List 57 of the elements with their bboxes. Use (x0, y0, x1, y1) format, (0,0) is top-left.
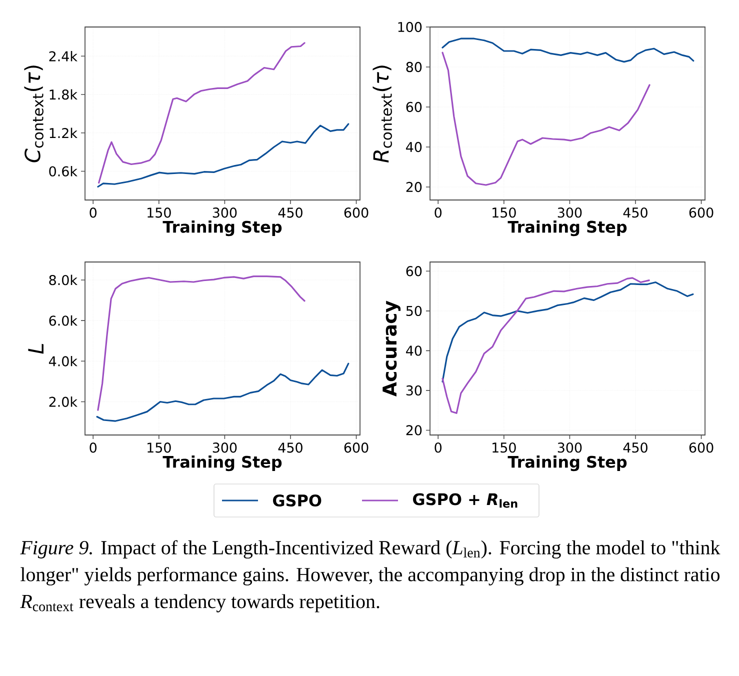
x-tick-label: 150 (148, 442, 171, 453)
y-tick-label: 2.0k (49, 396, 78, 407)
x-tick-label: 450 (623, 208, 648, 218)
y-tick-label: 20 (406, 182, 422, 192)
y-axis-title: C$_{context}$(τ) (24, 66, 44, 162)
y-tick-label: 60 (406, 266, 422, 276)
y-tick-label: 4.0k (48, 356, 78, 366)
y-tick-label: 100 (398, 22, 422, 32)
x-tick-label: 600 (344, 442, 368, 453)
y-tick-label: 1.8k (50, 89, 78, 100)
x-tick-label: 150 (492, 442, 516, 453)
y-tick-label: 60 (406, 102, 422, 112)
x-tick-label: 300 (558, 442, 582, 453)
x-tick-label: 300 (558, 208, 582, 218)
y-axis-title: R$_{context}$(τ) (372, 66, 392, 163)
y-tick-label: 40 (406, 142, 422, 152)
line-series (98, 42, 306, 184)
x-axis-title: Training Step (508, 456, 627, 472)
x-tick-label: 600 (689, 442, 714, 453)
y-tick-label: 2.4k (49, 50, 78, 62)
x-axis-title: Training Step (162, 456, 282, 472)
x-tick-label: 600 (344, 208, 368, 218)
line-series (442, 281, 694, 383)
y-tick-label: 80 (406, 62, 422, 72)
legend-label: GSPO (273, 494, 322, 507)
y-tick-label: 1.2k (50, 128, 78, 138)
x-axis-title: Training Step (508, 220, 627, 236)
x-tick-label: 150 (148, 208, 171, 218)
y-axis-title: L (28, 344, 44, 354)
x-axis-title: Training Step (162, 220, 282, 236)
x-tick-label: 600 (689, 208, 714, 218)
x-tick-label: 0 (90, 442, 97, 453)
line-series (442, 38, 694, 63)
legend-label: GSPO + R$_{len}$ (413, 493, 518, 508)
y-tick-label: 20 (406, 425, 422, 436)
x-tick-label: 0 (434, 442, 442, 453)
x-tick-label: 300 (212, 442, 237, 453)
y-axis-title: Accuracy (382, 300, 401, 397)
line-series (97, 276, 306, 411)
y-tick-label: 0.6k (49, 166, 78, 176)
y-tick-label: 8.0k (49, 274, 78, 286)
line-series (442, 52, 650, 186)
line-series (442, 277, 650, 414)
x-tick-label: 450 (278, 442, 302, 453)
line-series (97, 123, 350, 188)
y-tick-label: 6.0k (49, 315, 78, 326)
y-tick-label: 40 (406, 346, 422, 356)
x-tick-label: 300 (212, 208, 237, 218)
x-tick-label: 450 (278, 208, 302, 218)
y-tick-label: 30 (406, 385, 422, 396)
x-tick-label: 0 (434, 208, 442, 218)
x-tick-label: 150 (492, 208, 516, 218)
x-tick-label: 450 (623, 442, 648, 453)
text: Figure 9. Impact of the Length-Incentivized Reward (L$_{len}$). Forcing the model to "think longer" yields performance gains. However, the accompanying drop in the distinct ratio R$_{context}$ reveals a tendency towards repetition. (20, 540, 720, 612)
line-series (96, 362, 350, 422)
x-tick-label: 0 (90, 208, 97, 218)
y-tick-label: 50 (406, 306, 422, 316)
